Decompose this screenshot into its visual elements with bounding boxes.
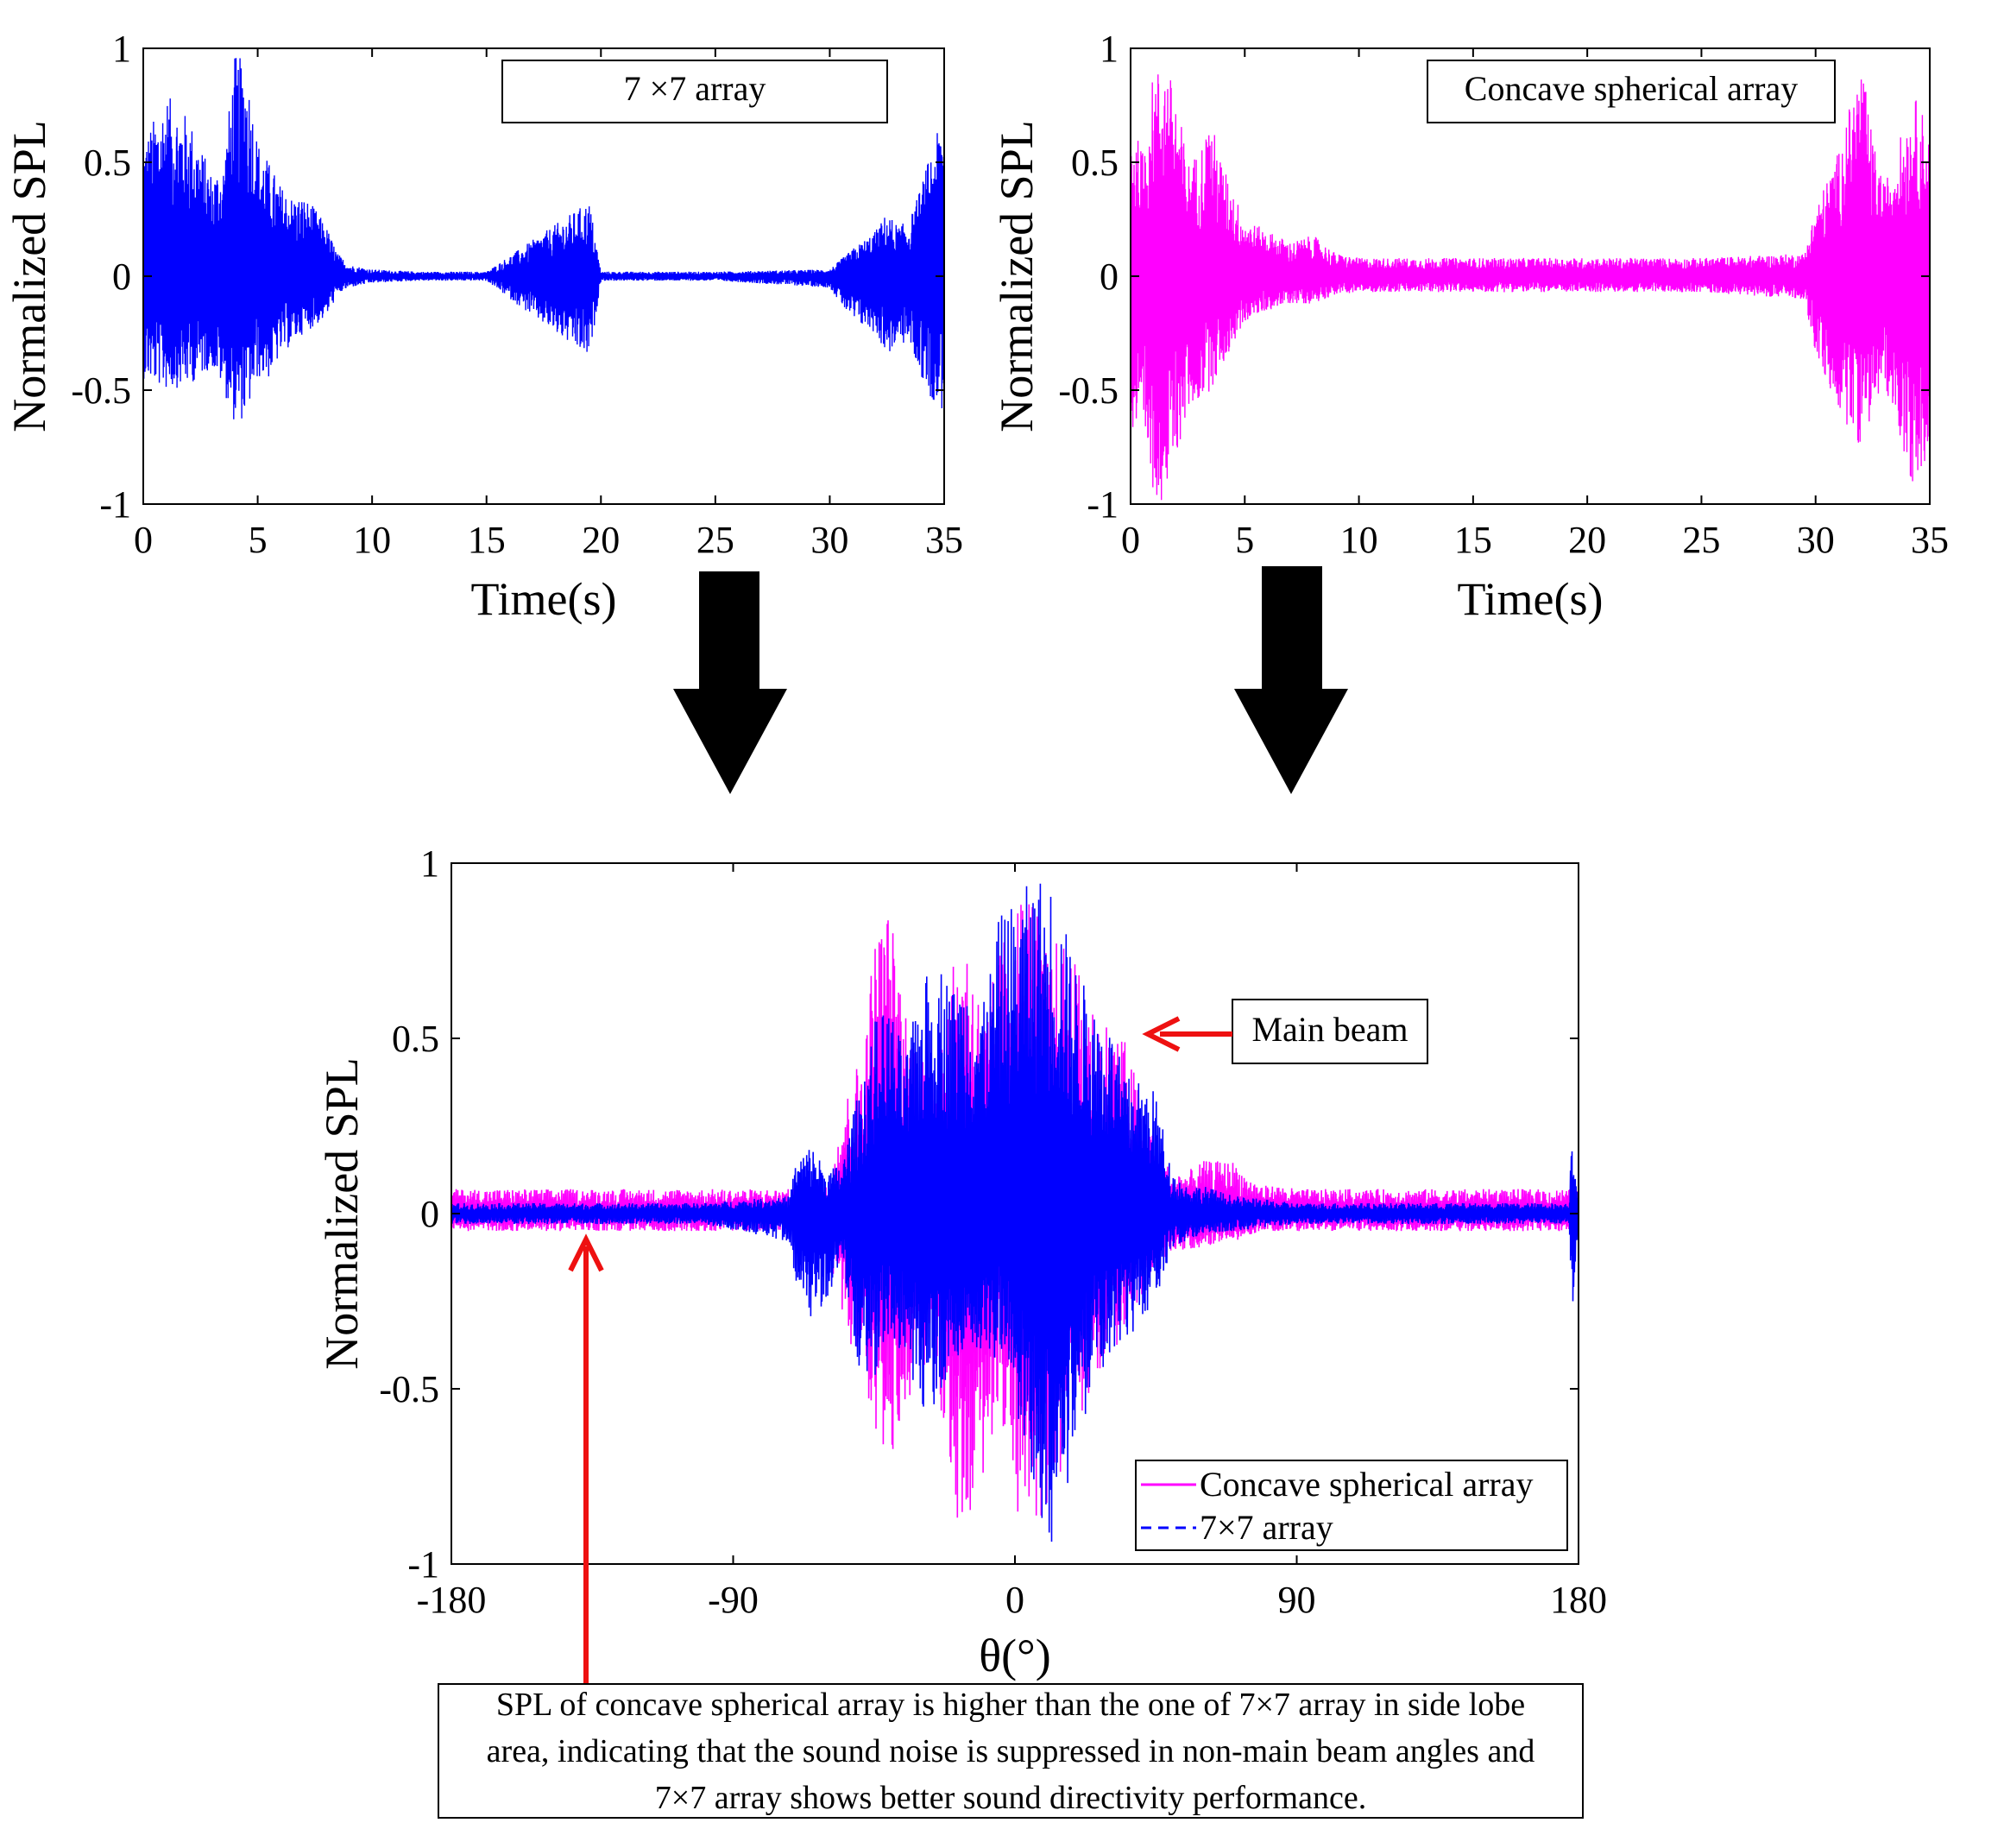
x-tick-label: 15 <box>1454 519 1492 561</box>
conclusion-note: SPL of concave spherical array is higher… <box>438 1683 1584 1819</box>
chart-bottom: -180 -90 0 90 180 1 0.5 0 -0.5 -1 θ(°) Normalized… <box>316 842 1607 1681</box>
x-axis-title: Time(s) <box>470 573 616 625</box>
y-tick-label: -0.5 <box>1058 369 1119 412</box>
y-tick-label: -1 <box>407 1543 439 1586</box>
series-line-7-7-array <box>451 883 1579 1542</box>
x-tick-label: -180 <box>417 1579 487 1621</box>
y-tick-label: -1 <box>1087 483 1119 526</box>
x-tick-label: 35 <box>925 519 963 561</box>
y-tick-label: 1 <box>1100 28 1119 70</box>
x-tick-label: -90 <box>708 1579 759 1621</box>
x-tick-label: 15 <box>468 519 506 561</box>
x-tick-label: 25 <box>696 519 734 561</box>
x-tick-label: 30 <box>810 519 848 561</box>
chart-top-right: 0 5 10 15 20 25 30 35 1 0.5 0 -0.5 -1 Concave spheri… <box>991 28 1949 625</box>
series-label-text: 7 ×7 array <box>624 69 766 108</box>
y-axis-title: Normalized SPL <box>316 1057 368 1369</box>
plot-area-concave <box>1131 74 1930 501</box>
y-tick-label: 1 <box>112 28 131 70</box>
y-tick-label: 1 <box>420 842 439 885</box>
series-label-text: Concave spherical array <box>1465 69 1798 108</box>
series-line-series-0 <box>143 58 944 419</box>
x-tick-label: 5 <box>1235 519 1254 561</box>
x-tick-label: 20 <box>1568 519 1606 561</box>
plot-area-comparison <box>451 883 1579 1542</box>
x-tick-label: 5 <box>249 519 268 561</box>
y-tick-label: 0 <box>112 255 131 298</box>
main-beam-annotation: Main beam <box>1142 999 1428 1064</box>
legend-label-concave: Concave spherical array <box>1200 1465 1533 1504</box>
main-beam-label: Main beam <box>1251 1010 1408 1049</box>
y-tick-label: 0 <box>1100 255 1119 298</box>
y-axis-title: Normalized SPL <box>3 120 55 432</box>
series-line-series-0 <box>1131 74 1930 501</box>
x-tick-label: 0 <box>1005 1579 1024 1621</box>
x-tick-label: 180 <box>1550 1579 1607 1621</box>
y-tick-label: 0.5 <box>1071 142 1119 184</box>
flow-arrow-left <box>673 571 787 794</box>
ticks: -180 -90 0 90 180 1 0.5 0 -0.5 -1 <box>379 842 1607 1621</box>
y-tick-label: 0 <box>420 1193 439 1235</box>
ticks: 0 5 10 15 20 25 30 35 1 0.5 0 -0.5 -1 <box>1058 28 1949 561</box>
y-tick-label: 0.5 <box>84 142 131 184</box>
legend-label-7x7: 7×7 array <box>1200 1508 1333 1547</box>
plot-area-7x7 <box>143 58 944 419</box>
x-tick-label: 90 <box>1278 1579 1316 1621</box>
x-tick-label: 10 <box>1340 519 1378 561</box>
series-label-box <box>1427 60 1836 123</box>
y-tick-label: -0.5 <box>379 1368 439 1410</box>
side-lobe-arrow <box>568 1233 604 1685</box>
x-tick-label: 0 <box>1121 519 1140 561</box>
x-tick-label: 0 <box>134 519 153 561</box>
x-tick-label: 20 <box>582 519 620 561</box>
y-tick-label: -0.5 <box>71 369 131 412</box>
series-label-box <box>501 60 888 123</box>
chart-top-left: 0 5 10 15 20 25 30 35 1 0.5 0 -0.5 -1 7 ×7 array Tim… <box>3 28 963 625</box>
x-axis-title: Time(s) <box>1457 573 1603 625</box>
x-tick-label: 10 <box>353 519 391 561</box>
y-tick-label: -1 <box>99 483 131 526</box>
x-tick-label: 35 <box>1911 519 1949 561</box>
x-tick-label: 25 <box>1682 519 1720 561</box>
y-axis-title: Normalized SPL <box>991 120 1043 432</box>
x-axis-title: θ(°) <box>979 1630 1050 1681</box>
y-tick-label: 0.5 <box>392 1018 439 1060</box>
flow-arrow-right <box>1234 566 1348 794</box>
x-tick-label: 30 <box>1797 519 1835 561</box>
legend: Concave spherical array 7×7 array <box>1135 1460 1568 1551</box>
ticks: 0 5 10 15 20 25 30 35 1 0.5 0 -0.5 -1 <box>71 28 963 561</box>
